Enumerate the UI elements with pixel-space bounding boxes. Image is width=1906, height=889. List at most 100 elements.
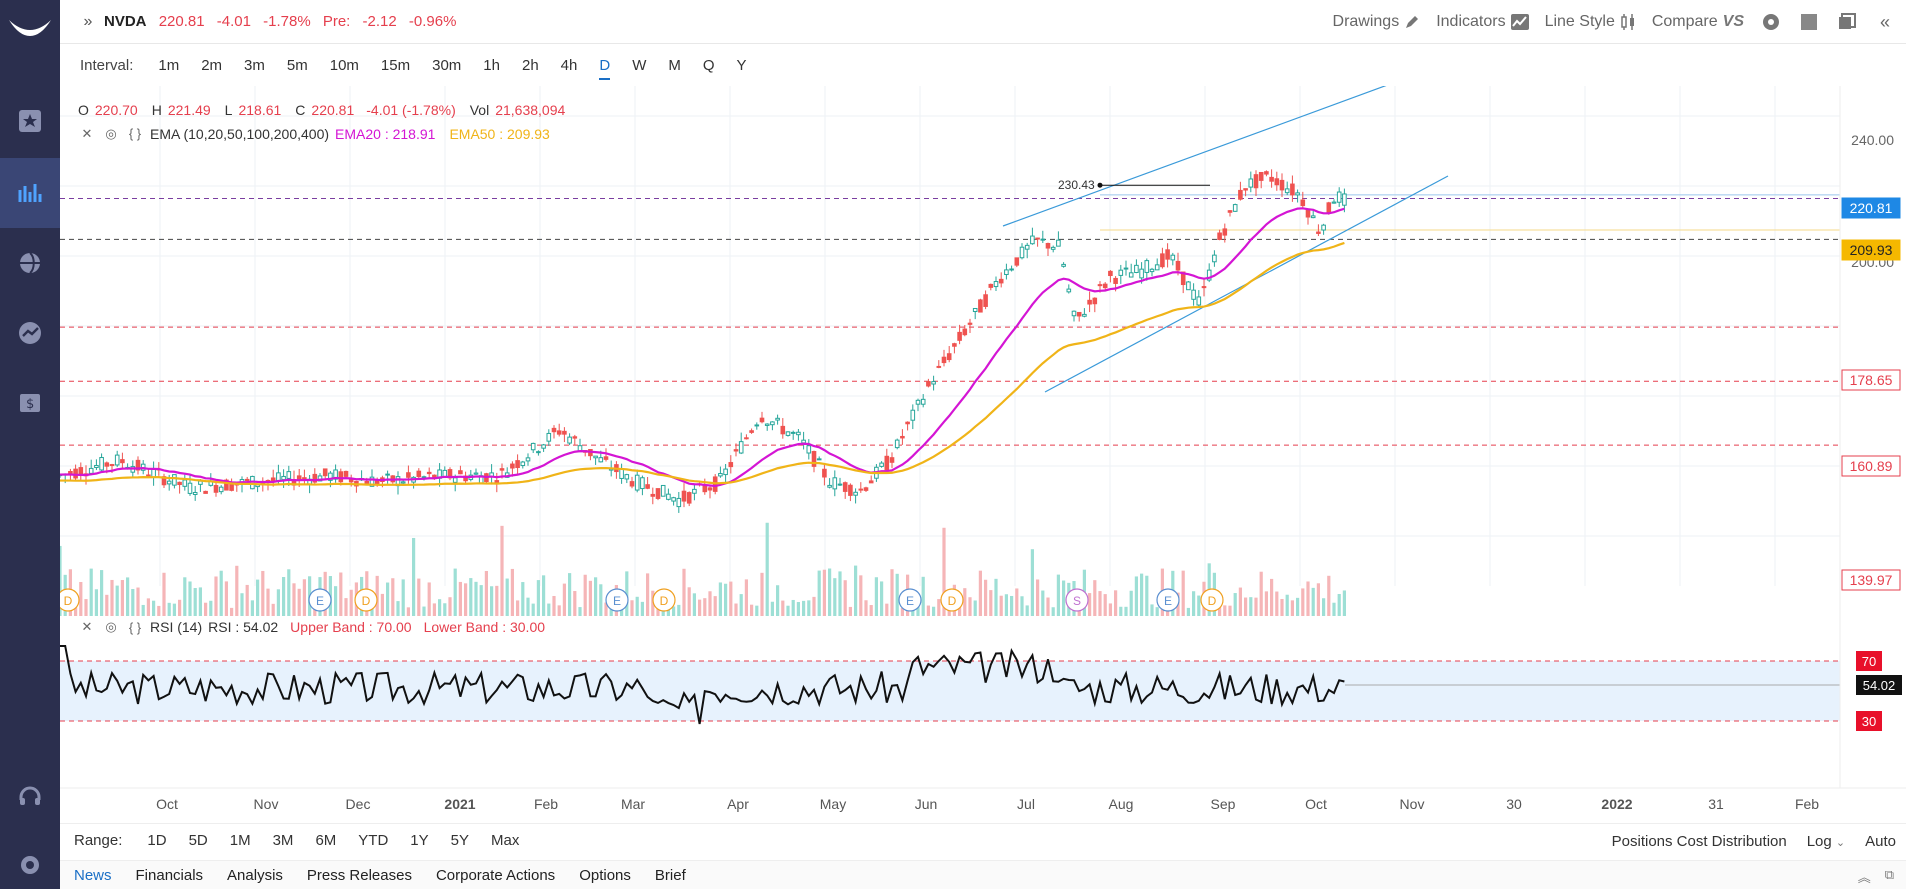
symbol[interactable]: NVDA [104,13,147,30]
candle-body [702,485,708,493]
settings-nav-button[interactable] [0,840,60,889]
interval-30m[interactable]: 30m [432,56,462,74]
volume-bar [677,604,681,616]
log-scale-button[interactable]: Log ⌄ [1807,833,1845,850]
rsi-settings-button[interactable]: { } [128,619,142,635]
tab-press-releases[interactable]: Press Releases [306,866,412,884]
tab-news[interactable]: News [74,866,112,884]
interval-d[interactable]: D [588,44,621,86]
volume-bar [193,588,197,616]
remove-ema-button[interactable]: ✕ [81,126,93,141]
support-nav-button[interactable] [0,762,60,832]
volume-bar [796,602,800,616]
popout-icon[interactable]: ⧉ [1884,867,1894,882]
interval-w[interactable]: W [632,56,647,74]
event-marker-circle [1065,588,1089,612]
interval-5m[interactable]: 5m [286,56,308,74]
candle-body [1238,189,1243,200]
volume-bar [833,578,837,616]
range-6m[interactable]: 6M [315,832,337,849]
range-3m[interactable]: 3M [272,832,294,849]
volume-bar [516,600,520,616]
range-ytd[interactable]: YTD [358,832,389,849]
candle-body [567,436,572,444]
range-5d[interactable]: 5D [188,832,208,849]
volume-bar [978,570,982,616]
bottom-tabs: News Financials Analysis Press Releases Corp… [60,860,1906,889]
candle-body [941,356,947,364]
collapse-panel-button[interactable]: « [1874,11,1896,33]
expand-up-icon[interactable]: ︽ [1857,870,1871,885]
rsi-tag: 70 [1856,651,1882,671]
tab-financials[interactable]: Financials [135,866,204,884]
tab-corporate-actions[interactable]: Corporate Actions [435,866,556,884]
watchlist-nav-button[interactable] [0,86,60,156]
candle-body [1310,215,1316,219]
range-max[interactable]: Max [491,832,520,849]
candle-body [546,432,552,442]
candle-body [328,472,333,481]
interval-1m[interactable]: 1m [158,56,180,74]
portfolio-nav-button[interactable]: $ [0,368,60,438]
interval-10m[interactable]: 10m [329,56,359,74]
candle-body [1019,246,1025,259]
candle-body [780,425,786,435]
price-chart[interactable]: 230.43D E D E D E D S E D240.00200.00220.81209.93… [60,86,1906,816]
gear-icon [1763,14,1779,30]
candle-body [1154,264,1160,271]
expand-chevron-icon[interactable]: » [83,12,93,30]
volume-bar [500,525,504,616]
compare-button[interactable]: Compare VS [1652,13,1744,31]
volume-bar [1103,594,1107,616]
volume-bar [760,572,764,616]
interval-y[interactable]: Y [736,56,747,74]
volume-bar [136,587,140,616]
layout-button[interactable] [1798,11,1820,33]
indicators-button[interactable]: Indicators [1436,13,1529,31]
event-marker-e: E [605,588,629,612]
close-change: -4.01 (-1.78%) [366,102,456,118]
range-1y[interactable]: 1Y [410,832,429,849]
interval-q[interactable]: Q [702,56,715,74]
interval-2m[interactable]: 2m [201,56,223,74]
volume-bar [386,582,390,616]
chart-nav-button[interactable] [0,158,60,228]
drawings-button[interactable]: Drawings [1333,13,1421,31]
tab-brief[interactable]: Brief [654,866,686,884]
x-axis-label: Jun [915,796,938,812]
ema-visibility-button[interactable]: ◎ [105,126,117,141]
range-5y[interactable]: 5Y [450,832,469,849]
screener-nav-button[interactable] [0,298,60,368]
popout-button[interactable] [1836,11,1858,33]
interval-2h[interactable]: 2h [521,56,539,74]
interval-4h[interactable]: 4h [560,56,578,74]
range-1m[interactable]: 1M [229,832,251,849]
candle-body [1030,235,1035,245]
x-axis-label: Mar [621,796,645,812]
candle-body [1160,253,1165,268]
interval-1h[interactable]: 1h [483,56,500,74]
open-label: O [78,102,89,118]
volume-bar [578,607,582,616]
globe-nav-button[interactable] [0,228,60,298]
interval-3m[interactable]: 3m [244,56,265,74]
positions-cost-button[interactable]: Positions Cost Distribution [1611,832,1787,850]
interval-15m[interactable]: 15m [380,56,411,74]
ema-settings-button[interactable]: { } [128,126,142,141]
remove-rsi-button[interactable]: ✕ [81,619,93,634]
candle-body [671,497,676,502]
volume-bar [1254,597,1258,616]
interval-m[interactable]: M [668,56,681,74]
settings-button[interactable] [1760,11,1782,33]
premarket-pct: -0.96% [408,13,457,30]
candle-body [1165,249,1170,260]
tab-options[interactable]: Options [579,866,631,884]
rsi-visibility-button[interactable]: ◎ [105,619,117,634]
volume-bar [60,545,62,616]
volume-bar [89,568,93,616]
auto-scale-button[interactable]: Auto [1865,832,1896,850]
candle-body [978,299,983,313]
tab-analysis[interactable]: Analysis [227,866,283,884]
line-style-button[interactable]: Line Style [1545,13,1636,31]
range-1d[interactable]: 1D [147,832,167,849]
